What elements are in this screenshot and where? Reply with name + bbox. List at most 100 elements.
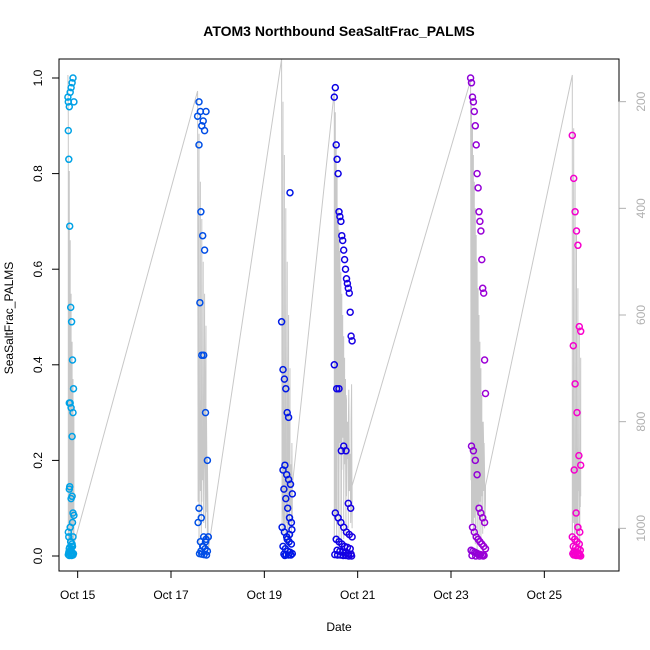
data-point [195, 98, 203, 106]
data-point [69, 74, 77, 82]
data-point [283, 504, 292, 512]
data-point [288, 490, 297, 498]
x-tick-label: Oct 17 [153, 588, 189, 602]
data-point [468, 551, 476, 560]
data-point [69, 384, 78, 393]
data-point [479, 289, 488, 297]
y-axis: 0.0 0.2 0.4 0.6 0.8 1.0 [31, 69, 60, 564]
data-point [471, 456, 480, 465]
data-point [196, 298, 204, 307]
data-point [344, 284, 353, 293]
y2-tick-label: 400 [634, 198, 648, 218]
data-point [347, 332, 355, 340]
data-point [68, 432, 76, 441]
y-axis-label: SeaSaltFrac_PALMS [2, 262, 16, 375]
data-point [468, 93, 477, 101]
data-point [277, 318, 286, 326]
data-points-group [64, 74, 585, 560]
x-tick-label: Oct 19 [247, 588, 283, 602]
data-point [199, 351, 208, 359]
y2-axis: 200 400 600 800 1000 [618, 91, 648, 542]
data-point [69, 533, 77, 541]
data-point [197, 208, 205, 216]
data-point [571, 380, 579, 388]
data-point [571, 208, 579, 216]
x-tick-label: Oct 25 [527, 588, 563, 602]
data-point [346, 504, 355, 512]
x-axis: Oct 15 Oct 17 Oct 19 Oct 21 Oct 23 Oct 25 [60, 570, 563, 602]
data-point [198, 231, 207, 240]
data-point [576, 461, 585, 469]
data-point [282, 384, 290, 393]
data-point [342, 275, 351, 283]
data-point [576, 528, 584, 536]
data-point [472, 141, 480, 149]
y2-tick-label: 800 [634, 411, 648, 431]
data-point [330, 93, 339, 101]
chart-title: ATOM3 Northbound SeaSaltFrac_PALMS [203, 23, 474, 39]
data-point [281, 551, 289, 560]
data-point [572, 227, 581, 235]
data-point [470, 107, 479, 116]
data-point [203, 456, 212, 465]
data-point [334, 169, 342, 178]
data-point [287, 540, 296, 548]
data-point [65, 102, 74, 111]
data-point [66, 399, 74, 407]
x-tick-label: Oct 21 [340, 588, 376, 602]
data-point [69, 408, 77, 417]
data-point [280, 485, 288, 493]
data-point [481, 389, 490, 398]
data-point [279, 365, 287, 374]
data-point [68, 492, 76, 501]
y-tick-label: 0.4 [31, 356, 45, 373]
y2-tick-label: 1000 [634, 515, 648, 542]
data-point [65, 222, 74, 230]
data-point [481, 545, 490, 553]
data-point [480, 356, 489, 364]
data-point [201, 537, 210, 546]
y-tick-label: 0.6 [31, 261, 45, 278]
data-point [575, 322, 584, 331]
data-point [335, 208, 343, 216]
data-point [475, 208, 483, 216]
data-point [477, 227, 485, 235]
data-point [195, 141, 203, 149]
data-point [68, 518, 77, 527]
data-point [202, 551, 211, 559]
data-point [478, 284, 487, 293]
x-tick-label: Oct 23 [433, 588, 469, 602]
data-point [195, 504, 203, 512]
data-point [478, 255, 486, 264]
data-point [345, 552, 353, 560]
data-point [480, 518, 489, 527]
data-point [338, 236, 347, 245]
data-point [286, 188, 294, 197]
data-point [65, 155, 73, 164]
data-point [573, 408, 581, 417]
data-point [336, 212, 344, 221]
data-point [332, 384, 341, 393]
data-point [67, 83, 75, 92]
data-point [338, 231, 346, 240]
data-point [340, 255, 349, 264]
data-point [199, 117, 207, 125]
data-point [467, 79, 476, 87]
x-axis-label: Date [326, 620, 352, 634]
data-point [576, 327, 585, 336]
data-point [284, 551, 293, 559]
data-point [281, 461, 289, 469]
data-point [68, 356, 77, 364]
data-point [471, 552, 480, 560]
data-point [331, 83, 340, 92]
data-point [286, 480, 295, 489]
data-point [64, 126, 73, 135]
data-point [475, 552, 484, 560]
data-point [346, 308, 354, 316]
data-point [332, 141, 340, 149]
data-point [473, 169, 481, 178]
data-point [569, 174, 578, 183]
data-point [202, 107, 210, 116]
